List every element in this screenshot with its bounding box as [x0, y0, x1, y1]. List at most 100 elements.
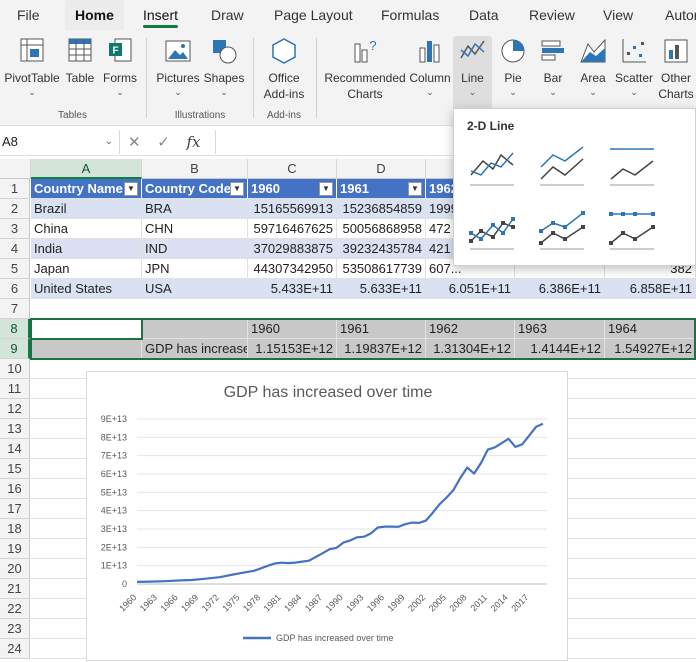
cancel-icon[interactable]: ✕: [128, 134, 141, 151]
filter-dropdown-icon[interactable]: ▼: [124, 182, 138, 196]
table-cell[interactable]: 5.433E+11: [248, 279, 337, 299]
column-header-b[interactable]: B: [142, 159, 248, 179]
name-box-dropdown-icon[interactable]: ⌄: [104, 136, 113, 147]
table-cell[interactable]: 15165569913: [248, 199, 337, 219]
line-with-markers-option-icon[interactable]: [467, 209, 517, 253]
selected-cell[interactable]: 1960: [248, 319, 337, 339]
table-cell[interactable]: 37029883875: [248, 239, 337, 259]
office-addins-button[interactable]: Office Add-ins: [259, 36, 309, 102]
row-header[interactable]: 3: [0, 219, 30, 239]
row-header[interactable]: 4: [0, 239, 30, 259]
insert-function-icon[interactable]: fx: [186, 133, 201, 151]
tab-file[interactable]: File: [17, 7, 40, 23]
enter-icon[interactable]: ✓: [157, 134, 170, 151]
selected-cell[interactable]: 1964: [605, 319, 696, 339]
tab-data[interactable]: Data: [469, 7, 499, 23]
row-header[interactable]: 12: [0, 399, 30, 419]
row-header[interactable]: 6: [0, 279, 30, 299]
pictures-button[interactable]: Pictures ⌄: [152, 36, 204, 98]
row-header[interactable]: 21: [0, 579, 30, 599]
table-cell[interactable]: CHN: [142, 219, 248, 239]
row-header[interactable]: 14: [0, 439, 30, 459]
recommended-charts-button[interactable]: ? Recommended Charts: [323, 36, 407, 102]
row-header[interactable]: 19: [0, 539, 30, 559]
row-header[interactable]: 7: [0, 299, 30, 319]
filter-dropdown-icon[interactable]: ▼: [319, 182, 333, 196]
row-header[interactable]: 5: [0, 259, 30, 279]
name-box[interactable]: A8 ⌄: [0, 130, 120, 154]
column-chart-button[interactable]: Column ⌄: [408, 36, 452, 98]
table-cell[interactable]: IND: [142, 239, 248, 259]
table-cell[interactable]: China: [31, 219, 142, 239]
shapes-button[interactable]: Shapes ⌄: [203, 36, 245, 98]
table-cell[interactable]: JPN: [142, 259, 248, 279]
table-cell[interactable]: 15236854859: [337, 199, 426, 219]
table-cell[interactable]: 5.633E+11: [337, 279, 426, 299]
tab-review[interactable]: Review: [529, 7, 575, 23]
column-header-a[interactable]: A: [31, 159, 142, 179]
line-chart-option-icon[interactable]: [467, 145, 517, 189]
line-chart[interactable]: GDP has increased over time 0 1E+13 2E+13 3…: [86, 371, 568, 661]
table-cell[interactable]: 59716467625: [248, 219, 337, 239]
column-header-c[interactable]: C: [248, 159, 337, 179]
table-cell[interactable]: 44307342950: [248, 259, 337, 279]
row-header[interactable]: 17: [0, 499, 30, 519]
other-charts-button[interactable]: Other Charts: [656, 36, 696, 102]
active-cell-a8[interactable]: [31, 319, 142, 339]
selected-cell[interactable]: [142, 319, 248, 339]
bar-chart-button[interactable]: Bar ⌄: [534, 36, 572, 98]
row-header[interactable]: 16: [0, 479, 30, 499]
selected-cell[interactable]: 1961: [337, 319, 426, 339]
table-cell[interactable]: Brazil: [31, 199, 142, 219]
tab-insert[interactable]: Insert: [143, 0, 179, 30]
table-header-cell[interactable]: 1960 ▼: [248, 179, 337, 199]
select-all-corner[interactable]: [0, 159, 31, 179]
row-header[interactable]: 11: [0, 379, 30, 399]
table-cell[interactable]: 39232435784: [337, 239, 426, 259]
row-header[interactable]: 2: [0, 199, 30, 219]
selected-cell[interactable]: GDP has increase: [142, 339, 248, 359]
table-cell[interactable]: BRA: [142, 199, 248, 219]
row-header[interactable]: 20: [0, 559, 30, 579]
row-header[interactable]: 22: [0, 599, 30, 619]
filter-dropdown-icon[interactable]: ▼: [230, 182, 244, 196]
table-header-cell[interactable]: 1961 ▼: [337, 179, 426, 199]
row-header[interactable]: 10: [0, 359, 30, 379]
pie-chart-button[interactable]: Pie ⌄: [494, 36, 532, 98]
table-cell[interactable]: 50056868958: [337, 219, 426, 239]
row-header[interactable]: 18: [0, 519, 30, 539]
table-cell[interactable]: 53508617739: [337, 259, 426, 279]
stacked-line-option-icon[interactable]: [537, 145, 587, 189]
forms-button[interactable]: F Forms ⌄: [100, 36, 140, 98]
table-cell[interactable]: 6.386E+11: [515, 279, 605, 299]
line-chart-button[interactable]: Line ⌄: [453, 36, 492, 110]
selected-cell[interactable]: 1.19837E+12: [337, 339, 426, 359]
table-cell[interactable]: India: [31, 239, 142, 259]
row-header[interactable]: 1: [0, 179, 30, 199]
table-header-cell[interactable]: Country Code ▼: [142, 179, 248, 199]
row-header[interactable]: 8: [0, 319, 30, 339]
stacked-line-markers-option-icon[interactable]: [537, 209, 587, 253]
table-cell[interactable]: United States: [31, 279, 142, 299]
table-cell[interactable]: USA: [142, 279, 248, 299]
formula-input[interactable]: [215, 130, 696, 154]
row-header[interactable]: 24: [0, 639, 30, 659]
column-header-d[interactable]: D: [337, 159, 426, 179]
tab-page-layout[interactable]: Page Layout: [274, 7, 353, 23]
row-header[interactable]: 23: [0, 619, 30, 639]
row-header[interactable]: 15: [0, 459, 30, 479]
table-cell[interactable]: [515, 259, 605, 279]
selected-cell[interactable]: 1.31304E+12: [426, 339, 515, 359]
selected-cell[interactable]: 1963: [515, 319, 605, 339]
pivottable-button[interactable]: PivotTable ⌄: [3, 36, 61, 98]
selected-cell[interactable]: 1.54927E+12: [605, 339, 696, 359]
tab-automate[interactable]: Autor: [665, 7, 696, 23]
table-cell[interactable]: 6.858E+11: [605, 279, 696, 299]
table-header-cell[interactable]: Country Name ▼: [31, 179, 142, 199]
selected-cell[interactable]: 1.4144E+12: [515, 339, 605, 359]
tab-view[interactable]: View: [603, 7, 634, 23]
selected-cell[interactable]: [31, 339, 142, 359]
filter-dropdown-icon[interactable]: ▼: [408, 182, 422, 196]
selected-cell[interactable]: 1.15153E+12: [248, 339, 337, 359]
percent-stacked-line-option-icon[interactable]: [607, 145, 657, 189]
